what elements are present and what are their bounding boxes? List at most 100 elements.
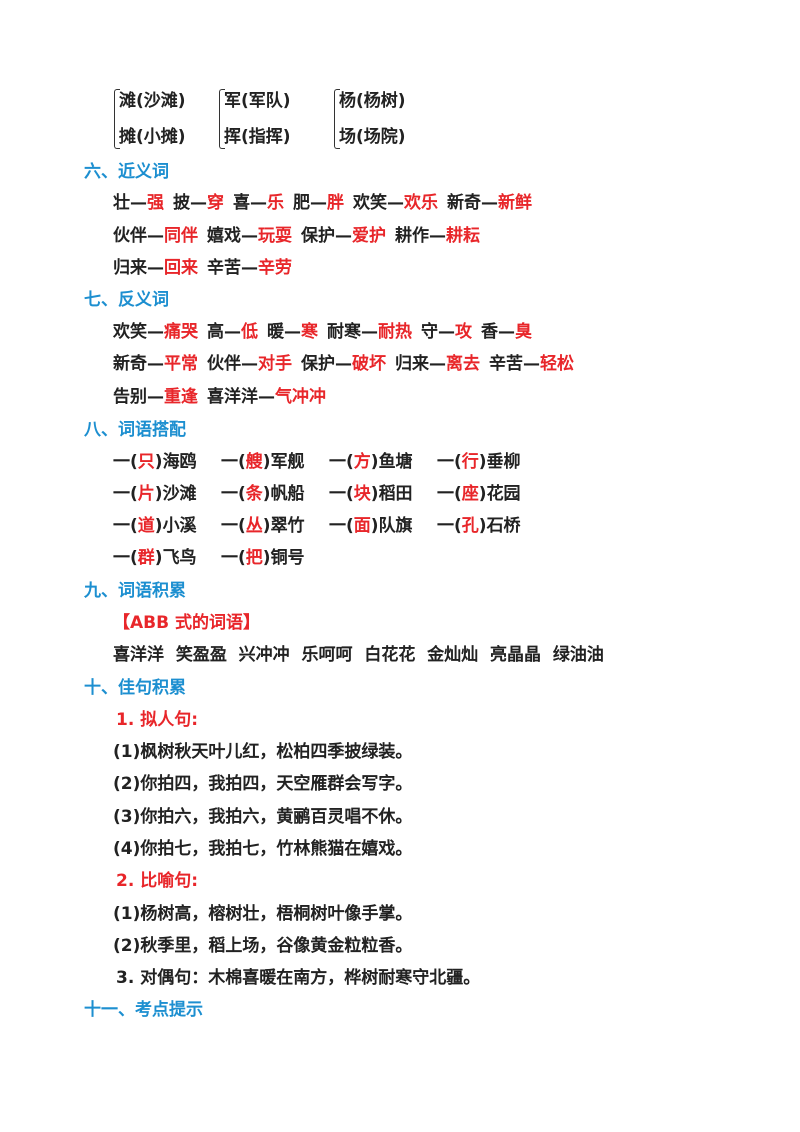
measure-word-noun: 沙滩 bbox=[162, 484, 197, 504]
section-11-heading: 十一、考点提示 bbox=[84, 1000, 203, 1020]
measure-word-item: 一(片)沙滩 bbox=[113, 484, 197, 504]
abb-words: 喜洋洋 笑盈盈 兴冲冲 乐呵呵 白花花 金灿灿 亮晶晶 绿油油 bbox=[113, 645, 604, 665]
word-prompt: 归来— bbox=[113, 258, 164, 278]
measure-word-item: 一(条)帆船 bbox=[221, 484, 305, 504]
word-answer: 气冲冲 bbox=[275, 387, 326, 407]
word-prompt: 保护— bbox=[301, 226, 352, 246]
section-10-heading: 十、佳句积累 bbox=[84, 678, 186, 698]
sentence-line: (1)枫树秋天叶儿红，松柏四季披绿装。 bbox=[113, 742, 413, 762]
s7-row: 欢笑—痛哭 高—低 暖—寒 耐寒—耐热 守—攻 香—臭 bbox=[113, 320, 532, 344]
section-9-heading: 九、词语积累 bbox=[84, 581, 186, 601]
word-prompt: 辛苦— bbox=[207, 258, 258, 278]
measure-word-item: 一(把)铜号 bbox=[221, 548, 305, 568]
word-prompt: 喜洋洋— bbox=[207, 387, 275, 407]
word-prompt: 守— bbox=[421, 322, 455, 342]
s6-row: 壮—强 披—穿 喜—乐 肥—胖 欢笑—欢乐 新奇—新鲜 bbox=[113, 191, 532, 215]
word-pair: 披—穿 bbox=[173, 193, 224, 213]
brace-3 bbox=[334, 89, 340, 149]
pair-2-top: 军(军队) bbox=[224, 91, 291, 111]
word-pair: 归来—离去 bbox=[395, 354, 480, 374]
measure-word-item: 一(面)队旗 bbox=[329, 516, 413, 536]
word-answer: 痛哭 bbox=[164, 322, 198, 342]
word-answer: 辛劳 bbox=[258, 258, 292, 278]
sentence-line: (2)你拍四，我拍四，天空雁群会写字。 bbox=[113, 774, 413, 794]
word-answer: 平常 bbox=[164, 354, 198, 374]
word-prompt: 伙伴— bbox=[207, 354, 258, 374]
word-pair: 辛苦—轻松 bbox=[489, 354, 574, 374]
word-answer: 新鲜 bbox=[498, 193, 532, 213]
word-answer: 欢乐 bbox=[404, 193, 438, 213]
measure-word-answer: 道 bbox=[137, 516, 155, 536]
word-answer: 同伴 bbox=[164, 226, 198, 246]
s8-row: 一(群)飞鸟 一(把)铜号 bbox=[113, 546, 329, 570]
measure-word-answer: 块 bbox=[353, 484, 371, 504]
measure-word-item: 一(座)花园 bbox=[437, 484, 521, 504]
word-pair: 喜洋洋—气冲冲 bbox=[207, 387, 326, 407]
measure-word-answer: 条 bbox=[245, 484, 263, 504]
measure-word-noun: 铜号 bbox=[270, 548, 305, 568]
measure-word-noun: 鱼塘 bbox=[378, 452, 413, 472]
measure-word-item: 一(只)海鸥 bbox=[113, 452, 197, 472]
measure-word-answer: 座 bbox=[461, 484, 479, 504]
word-answer: 重逢 bbox=[164, 387, 198, 407]
measure-word-item: 一(艘)军舰 bbox=[221, 452, 305, 472]
word-pair: 保护—破坏 bbox=[301, 354, 386, 374]
word-pair: 告别—重逢 bbox=[113, 387, 198, 407]
word-answer: 离去 bbox=[446, 354, 480, 374]
word-answer: 回来 bbox=[164, 258, 198, 278]
word-answer: 乐 bbox=[267, 193, 284, 213]
word-prompt: 香— bbox=[481, 322, 515, 342]
word-pair: 耐寒—耐热 bbox=[327, 322, 412, 342]
measure-word-item: 一(孔)石桥 bbox=[437, 516, 521, 536]
sentence-line: (4)你拍七，我拍七，竹林熊猫在嬉戏。 bbox=[113, 839, 413, 859]
measure-word-answer: 行 bbox=[461, 452, 479, 472]
brace-1 bbox=[114, 89, 120, 149]
s8-row: 一(道)小溪 一(丛)翠竹 一(面)队旗 一(孔)石桥 bbox=[113, 514, 545, 538]
s6-row: 归来—回来 辛苦—辛劳 bbox=[113, 256, 292, 280]
word-answer: 强 bbox=[147, 193, 164, 213]
measure-word-answer: 把 bbox=[245, 548, 263, 568]
word-pair: 归来—回来 bbox=[113, 258, 198, 278]
word-pair: 欢笑—欢乐 bbox=[353, 193, 438, 213]
sentence-line: (2)秋季里，稻上场，谷像黄金粒粒香。 bbox=[113, 936, 413, 956]
measure-word-noun: 帆船 bbox=[270, 484, 305, 504]
measure-word-answer: 只 bbox=[137, 452, 155, 472]
word-pair: 辛苦—辛劳 bbox=[207, 258, 292, 278]
measure-word-noun: 军舰 bbox=[270, 452, 305, 472]
measure-word-noun: 花园 bbox=[486, 484, 521, 504]
measure-word-item: 一(丛)翠竹 bbox=[221, 516, 305, 536]
word-pair: 嬉戏—玩耍 bbox=[207, 226, 292, 246]
word-prompt: 壮— bbox=[113, 193, 147, 213]
s7-row: 新奇—平常 伙伴—对手 保护—破坏 归来—离去 辛苦—轻松 bbox=[113, 352, 574, 376]
word-prompt: 耕作— bbox=[395, 226, 446, 246]
abb-subtitle: 【ABB 式的词语】 bbox=[113, 613, 260, 633]
s6-row: 伙伴—同伴 嬉戏—玩耍 保护—爱护 耕作—耕耘 bbox=[113, 224, 480, 248]
word-answer: 爱护 bbox=[352, 226, 386, 246]
word-prompt: 披— bbox=[173, 193, 207, 213]
measure-word-answer: 片 bbox=[137, 484, 155, 504]
measure-word-noun: 垂柳 bbox=[486, 452, 521, 472]
word-answer: 对手 bbox=[258, 354, 292, 374]
measure-word-noun: 队旗 bbox=[378, 516, 413, 536]
pair-2-bottom: 挥(指挥) bbox=[224, 127, 291, 147]
measure-word-answer: 孔 bbox=[461, 516, 479, 536]
measure-word-noun: 翠竹 bbox=[270, 516, 305, 536]
sentence-line: (3)你拍六，我拍六，黄鹂百灵唱不休。 bbox=[113, 807, 413, 827]
word-prompt: 新奇— bbox=[447, 193, 498, 213]
measure-word-noun: 石桥 bbox=[486, 516, 521, 536]
word-pair: 香—臭 bbox=[481, 322, 532, 342]
word-prompt: 喜— bbox=[233, 193, 267, 213]
word-answer: 破坏 bbox=[352, 354, 386, 374]
word-prompt: 告别— bbox=[113, 387, 164, 407]
measure-word-noun: 海鸥 bbox=[162, 452, 197, 472]
simile-subtitle: 2. 比喻句: bbox=[116, 871, 199, 891]
section-6-heading: 六、近义词 bbox=[84, 162, 169, 182]
personification-subtitle: 1. 拟人句: bbox=[116, 710, 199, 730]
word-pair: 守—攻 bbox=[421, 322, 472, 342]
s8-row: 一(片)沙滩 一(条)帆船 一(块)稻田 一(座)花园 bbox=[113, 482, 545, 506]
word-answer: 穿 bbox=[207, 193, 224, 213]
measure-word-answer: 艘 bbox=[245, 452, 263, 472]
word-answer: 寒 bbox=[301, 322, 318, 342]
word-pair: 欢笑—痛哭 bbox=[113, 322, 198, 342]
